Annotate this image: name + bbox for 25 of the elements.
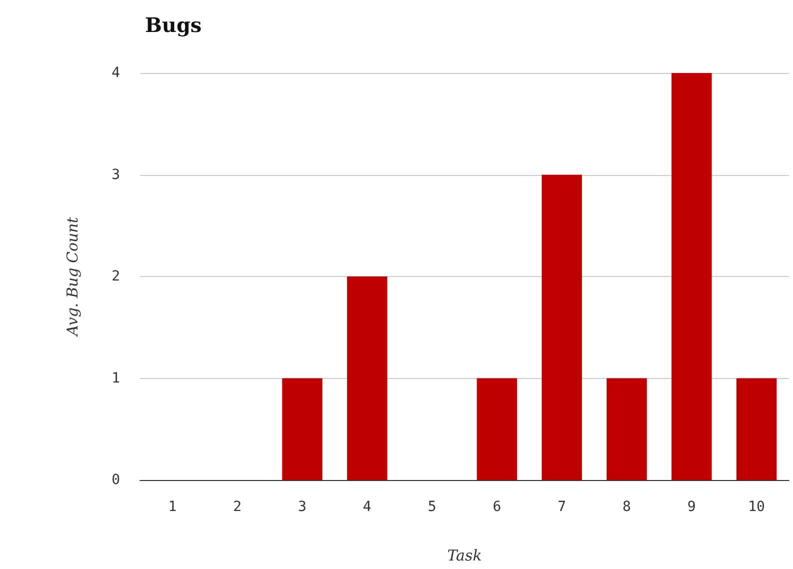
y-axis-title: Avg. Bug Count: [64, 216, 82, 338]
bar: [672, 73, 712, 480]
bar: [736, 378, 777, 480]
x-axis-title: Task: [447, 546, 482, 564]
x-tick-label: 6: [492, 499, 502, 515]
bar: [542, 174, 582, 480]
bar: [347, 276, 388, 480]
y-tick-label: 4: [112, 65, 120, 81]
y-tick-label: 1: [112, 370, 120, 386]
x-tick-label: 9: [687, 499, 696, 515]
x-tick-label: 2: [233, 499, 242, 515]
x-tick-label: 10: [748, 499, 765, 515]
y-tick-label: 3: [112, 166, 120, 183]
x-tick-label: 7: [558, 499, 566, 515]
bar: [606, 378, 647, 480]
x-tick-label: 4: [362, 499, 372, 515]
x-tick-label: 1: [168, 499, 177, 515]
y-tick-label: 0: [112, 472, 120, 488]
x-tick-label: 8: [622, 499, 631, 515]
bar: [476, 378, 518, 480]
y-tick-label: 2: [112, 268, 120, 284]
x-tick-label: 3: [298, 499, 306, 515]
chart-title: Bugs: [145, 13, 202, 37]
bar: [282, 378, 322, 480]
x-tick-label: 5: [428, 499, 436, 515]
